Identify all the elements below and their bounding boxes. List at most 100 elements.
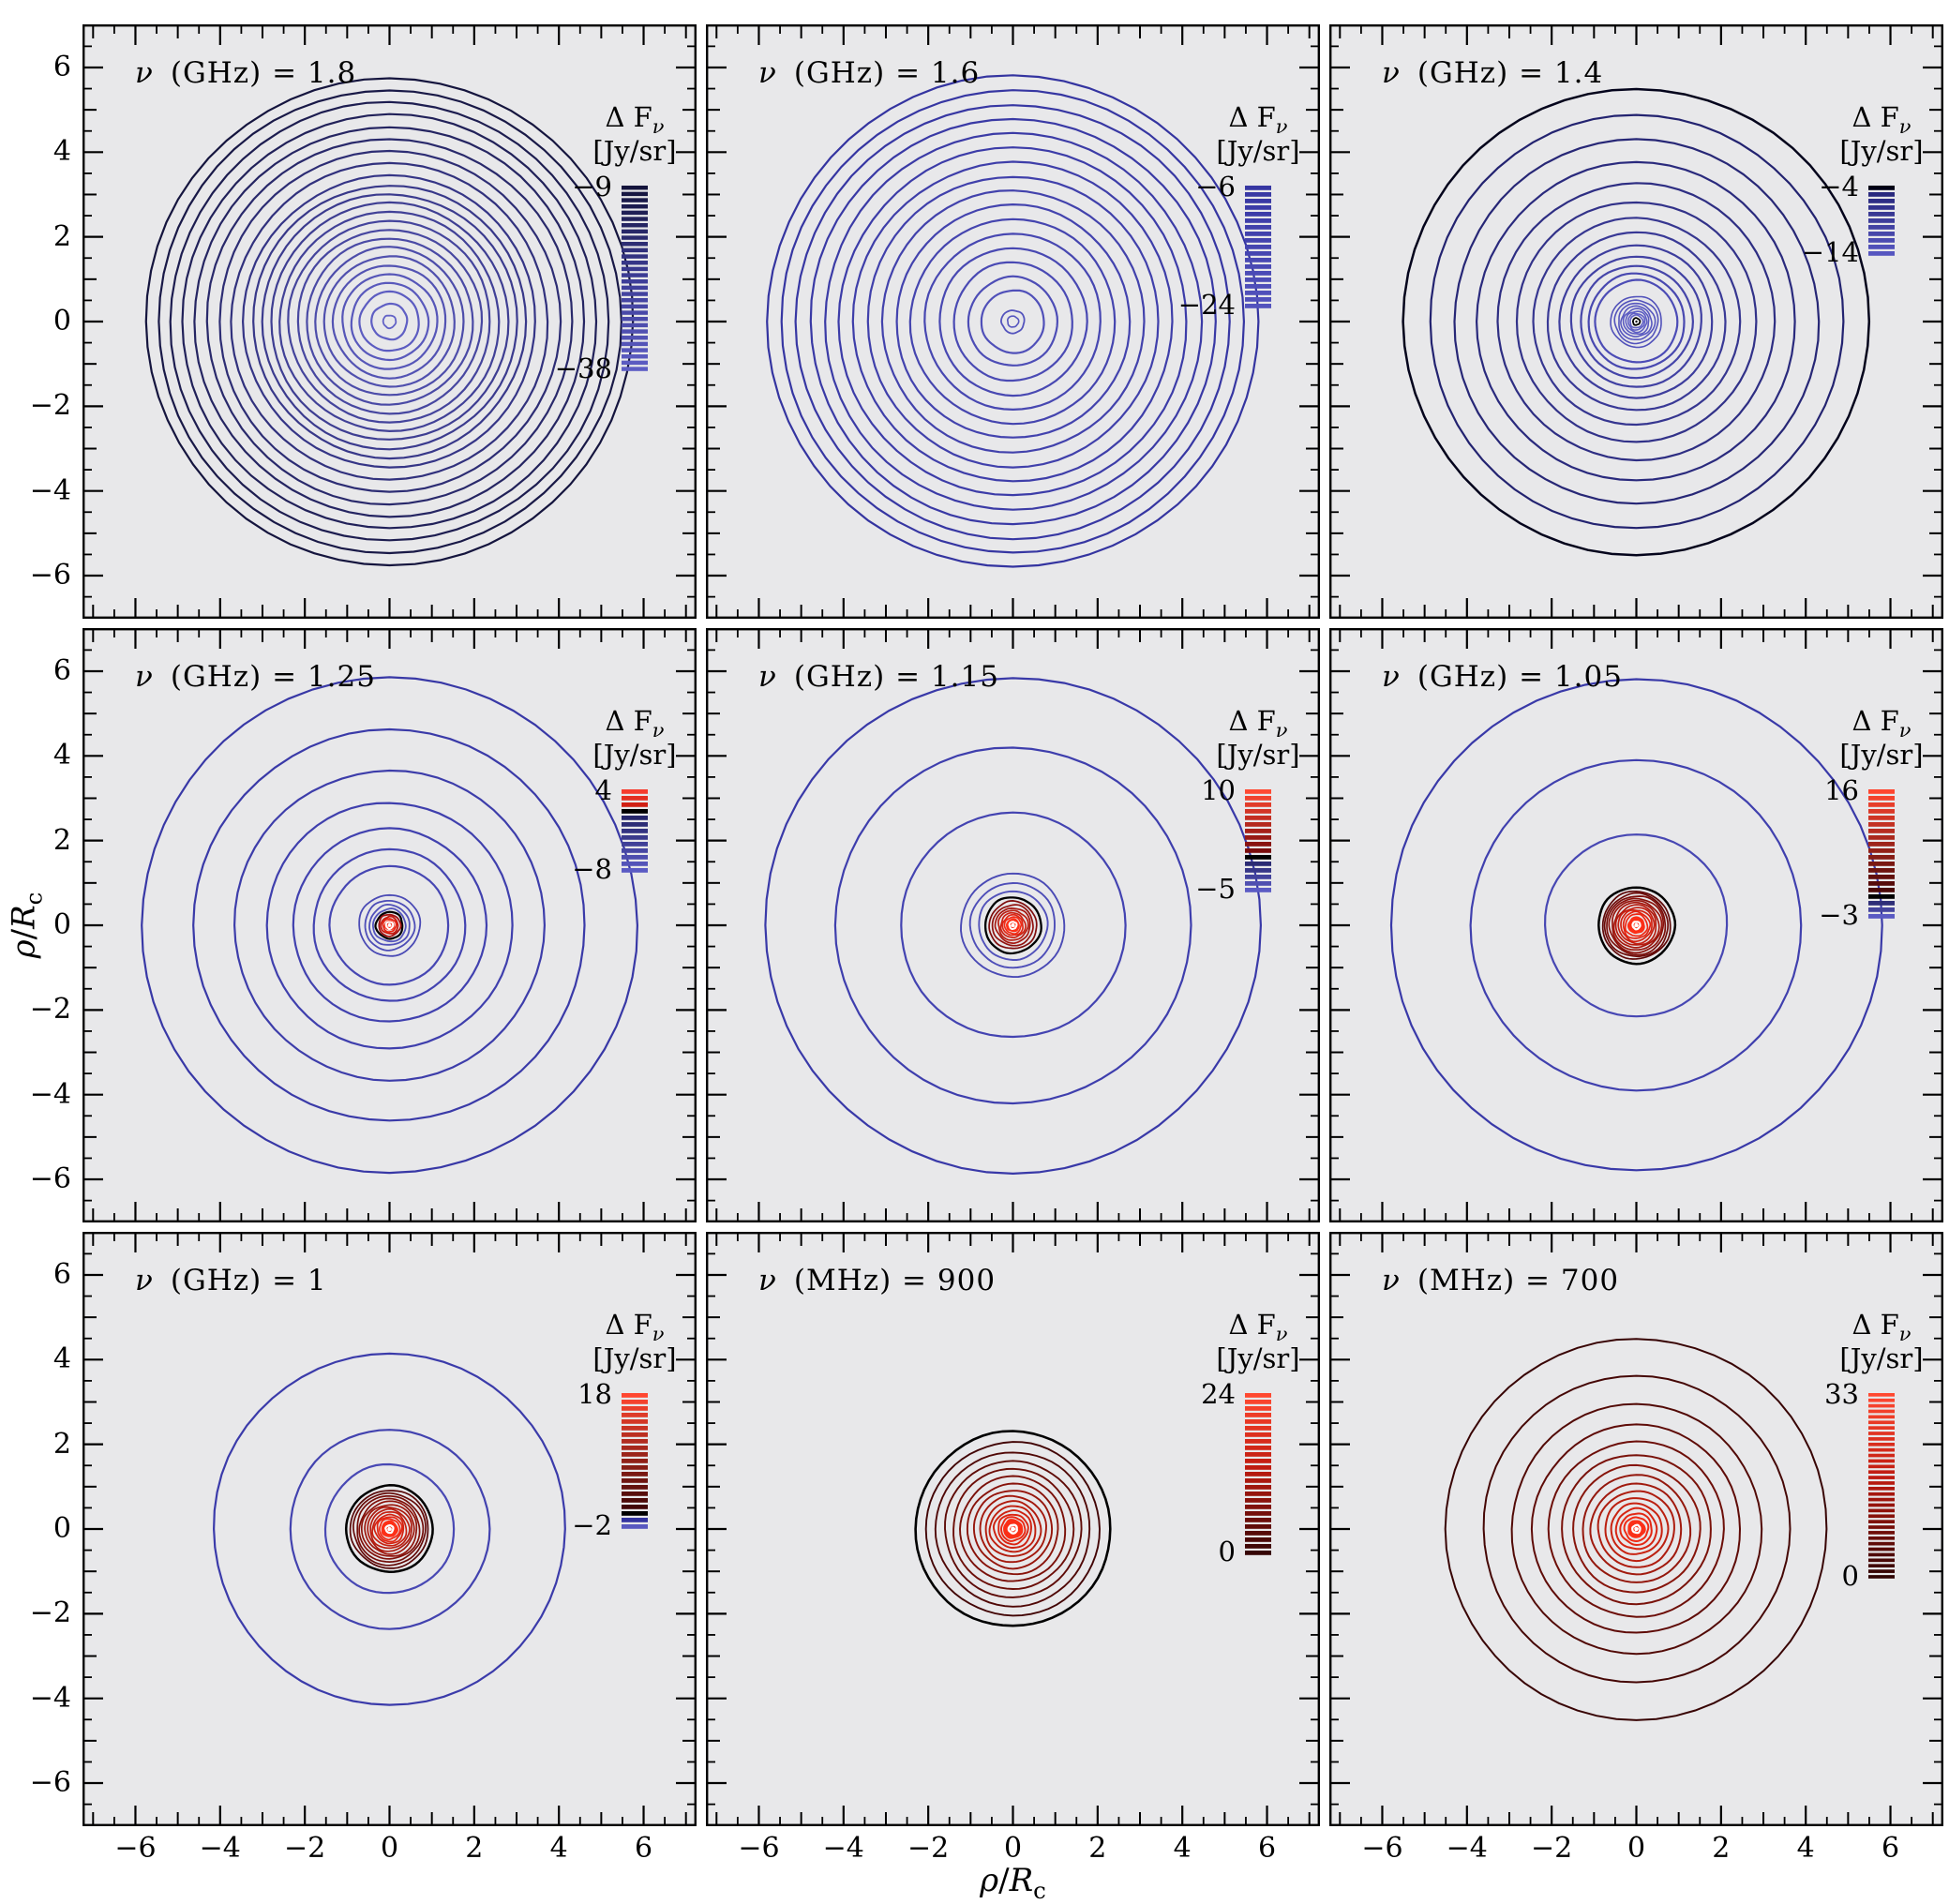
contour-ring [368, 903, 411, 946]
colorbar-segment [622, 229, 648, 234]
colorbar-segment [1868, 881, 1895, 886]
x-tick-label: 2 [465, 1832, 484, 1865]
axis-ticks [1331, 26, 1942, 617]
colorbar-segment [622, 191, 648, 197]
colorbar-min-label: −38 [554, 352, 612, 384]
contour-ring [1620, 909, 1653, 943]
colorbar-segment [622, 1505, 648, 1509]
colorbar-segment [1245, 888, 1271, 892]
colorbar-segment [622, 266, 648, 272]
contour-ring [378, 913, 402, 937]
contour-ring [1622, 307, 1650, 336]
contour-ring [967, 275, 1059, 367]
colorbar-segment [1245, 192, 1271, 197]
colorbar-segment [622, 261, 648, 265]
panel-frame [1329, 1232, 1943, 1826]
colorbar-unit: [Jy/sr] [1839, 739, 1924, 771]
colorbar-max-label: −4 [1819, 171, 1859, 203]
colorbar-segment [1868, 1487, 1895, 1491]
axis-ticks [84, 630, 695, 1221]
contour-ring [780, 89, 1246, 554]
contour-ring [1631, 921, 1642, 931]
contour-plot [706, 1232, 1320, 1826]
contour-ring [1617, 907, 1656, 945]
contour-ring [1582, 1474, 1692, 1583]
colorbar-segment [622, 1400, 648, 1404]
panel-frame [706, 24, 1320, 619]
colorbar-segment [622, 348, 648, 352]
x-tick-label: 6 [1257, 1832, 1277, 1865]
contour-ring [1475, 160, 1796, 482]
colorbar-segment [1245, 848, 1271, 853]
colorbar [1245, 186, 1271, 308]
contour-ring [999, 309, 1026, 335]
panel-frame [706, 628, 1320, 1222]
colorbar-segment [622, 868, 648, 873]
contour-ring [371, 1511, 408, 1547]
x-tick-label: −4 [199, 1832, 241, 1865]
colorbar-segment [622, 1432, 648, 1437]
colorbar-segment [1868, 1503, 1895, 1507]
colorbar-min-label: 0 [1841, 1559, 1859, 1592]
y-tick-label: −2 [29, 1597, 71, 1630]
contour-ring [1614, 904, 1657, 946]
contour-ring [306, 237, 474, 406]
contour-core [387, 1526, 392, 1532]
colorbar-segment [1868, 789, 1895, 794]
colorbar-segment [1868, 1492, 1895, 1496]
colorbar-min-label: −3 [1819, 899, 1859, 932]
contour-ring [1597, 886, 1677, 966]
contour-ring [1594, 278, 1679, 364]
y-tick-label: 6 [52, 1257, 71, 1291]
axis-ticks [1331, 630, 1942, 1221]
contour-ring [1597, 1490, 1675, 1568]
frequency-label: ν (GHz) = 1.25 [135, 660, 376, 694]
colorbar-segment [1245, 297, 1271, 302]
colorbar-segment [622, 247, 648, 253]
colorbar-max-label: 16 [1824, 774, 1859, 807]
colorbar-title: Δ Fν [1228, 1309, 1288, 1345]
colorbar-segment [622, 242, 648, 247]
colorbar-segment [1245, 796, 1271, 801]
contour-ring [322, 255, 456, 388]
colorbar-segment [622, 298, 648, 303]
colorbar-segment [622, 1524, 648, 1529]
x-tick-label: 0 [1003, 1832, 1023, 1865]
colorbar-title: Δ Fν [1852, 101, 1912, 138]
contour-ring [923, 232, 1102, 412]
colorbar-segment [622, 1518, 648, 1522]
contour-ring [292, 827, 488, 1023]
contour-ring [1007, 1523, 1018, 1535]
contour-ring [241, 173, 536, 469]
colorbar-segment [1868, 822, 1895, 827]
colorbar-segment [1245, 258, 1271, 262]
contour-ring [1606, 895, 1667, 956]
colorbar-segment [1245, 842, 1271, 847]
contour-ring [983, 896, 1042, 955]
contour-ring [1618, 302, 1657, 340]
contour-ring [384, 1523, 395, 1535]
contour-ring [1603, 892, 1670, 957]
colorbar-segment [1245, 251, 1271, 256]
colorbar-segment [622, 855, 648, 860]
colorbar-segment [622, 789, 648, 794]
contour-ring [1482, 1374, 1792, 1684]
contour-core [1634, 1526, 1639, 1532]
colorbar-segment [1245, 225, 1271, 230]
contour-ring [270, 201, 510, 441]
contour-ring [1627, 312, 1646, 331]
colorbar-segment [622, 1406, 648, 1411]
contour-ring [1547, 1440, 1725, 1618]
contour-ring [1007, 315, 1020, 328]
colorbar-segment [1868, 1525, 1895, 1529]
y-tick-label: −2 [29, 389, 71, 423]
colorbar-segment [1868, 251, 1895, 256]
frequency-label: ν (GHz) = 1 [135, 1264, 327, 1297]
contour-ring [1569, 255, 1702, 388]
colorbar-segment [1868, 212, 1895, 217]
contour-ring [205, 138, 574, 506]
colorbar [1245, 1393, 1271, 1555]
colorbar-segment [622, 235, 648, 240]
contour-rings [914, 1430, 1112, 1627]
contour-ring [988, 900, 1038, 950]
